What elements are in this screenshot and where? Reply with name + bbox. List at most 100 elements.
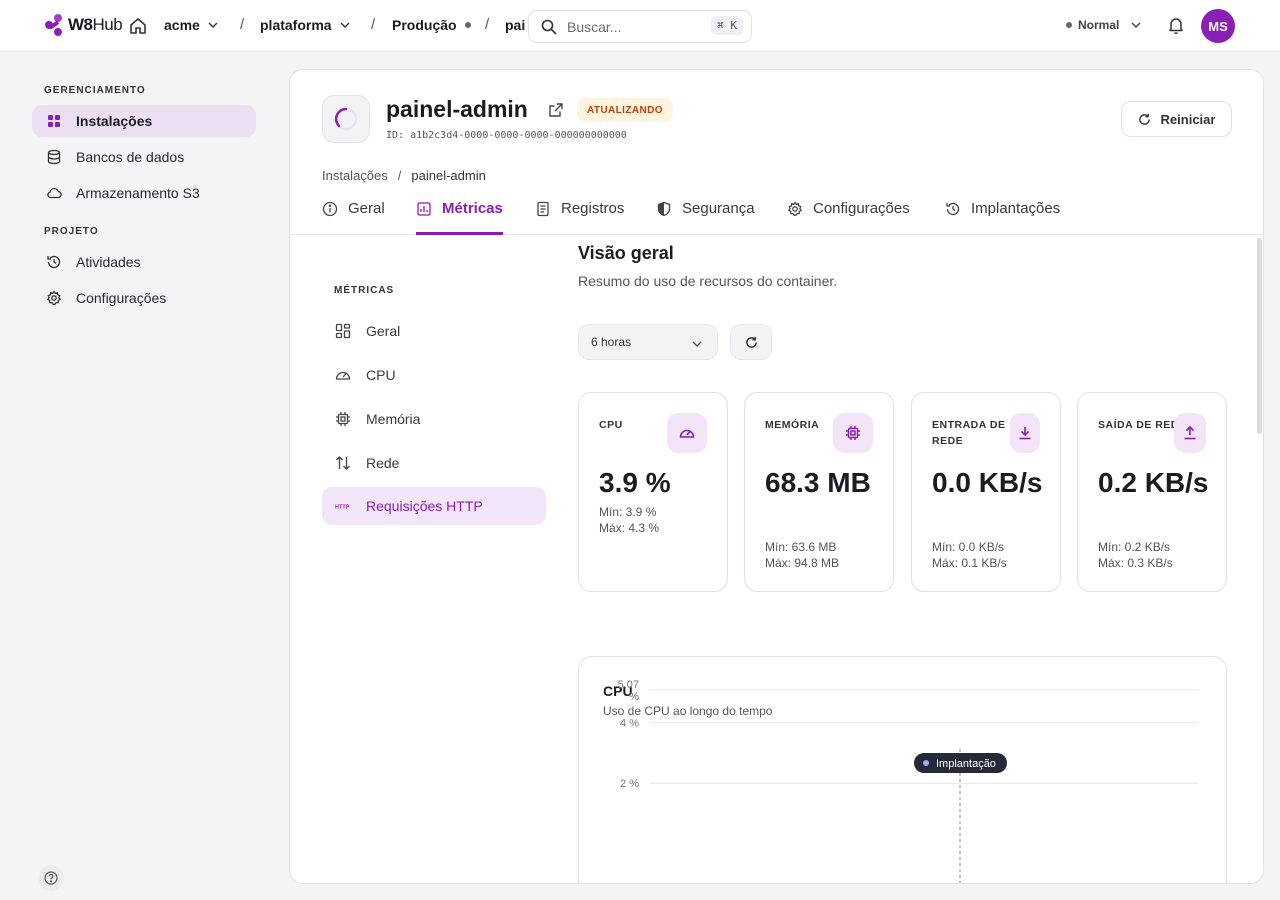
subnav-item-http[interactable]: HTTP Requisições HTTP [322, 487, 546, 525]
tab-label: Geral [348, 200, 385, 217]
search-shortcut: ⌘ K [711, 16, 743, 35]
breadcrumb-app[interactable]: pai [505, 17, 526, 33]
refresh-button[interactable] [730, 324, 772, 360]
metric-min: Mín: 3.9 % [599, 505, 657, 519]
scrollbar[interactable] [1257, 238, 1262, 434]
metric-max: Máx: 0.3 KB/s [1098, 556, 1173, 570]
tab-deployments[interactable]: Implantações [945, 200, 1060, 235]
metric-icon-badge [1174, 413, 1206, 453]
tab-security[interactable]: Segurança [656, 200, 755, 235]
breadcrumb-separator: / [371, 16, 376, 33]
subnav-item-overview[interactable]: Geral [322, 312, 546, 350]
subnav-item-network[interactable]: Rede [322, 444, 546, 482]
logo-text: W8Hub [68, 15, 123, 34]
svg-text:HTTP: HTTP [335, 505, 350, 511]
subnav-item-cpu[interactable]: CPU [322, 356, 546, 394]
restart-button[interactable]: Reiniciar [1121, 101, 1232, 137]
database-icon [47, 149, 61, 165]
chart-icon [417, 202, 431, 216]
tab-bar: Geral Métricas Registros Segurança Confi… [290, 188, 1263, 235]
chart-title: CPU [603, 683, 633, 699]
search-input[interactable] [567, 18, 697, 35]
metric-min: Mín: 63.6 MB [765, 540, 837, 554]
bell-icon[interactable] [1166, 15, 1186, 35]
gear-icon [46, 290, 62, 306]
info-icon [322, 201, 338, 217]
sidebar-section-title: PROJETO [44, 226, 99, 237]
mode-label: Normal [1078, 18, 1120, 32]
page-title: painel-admin [386, 96, 528, 122]
sidebar-item-label: Bancos de dados [76, 149, 185, 165]
sidebar-item-settings[interactable]: Configurações [32, 282, 256, 314]
metric-card-network-in: ENTRADA DE REDE 0.0 KB/s Mín: 0.0 KB/s M… [911, 392, 1061, 592]
metric-min: Mín: 0.2 KB/s [1098, 540, 1171, 554]
deploy-marker-pill [914, 753, 1007, 773]
metric-card-network-out: SAÍDA DE REDE 0.2 KB/s Mín: 0.2 KB/s Máx… [1077, 392, 1227, 592]
breadcrumb-current: painel-admin [411, 168, 486, 183]
tab-logs[interactable]: Registros [535, 200, 624, 235]
section-subtitle: Resumo do uso de recursos do container. [578, 273, 838, 289]
external-link-icon[interactable] [548, 102, 564, 118]
download-icon [1019, 427, 1031, 440]
tab-overview[interactable]: Geral [322, 200, 385, 235]
logo[interactable]: W8Hub [44, 13, 123, 37]
avatar[interactable]: MS [1201, 9, 1235, 43]
subnav-item-label: Requisições HTTP [366, 498, 483, 514]
subnav-title: MÉTRICAS [334, 285, 395, 296]
subnav-item-label: Memória [366, 411, 421, 427]
grid-icon [48, 115, 60, 127]
y-tick-label: 5.07% [618, 679, 640, 703]
breadcrumb-env[interactable]: Produção [392, 17, 471, 33]
cloud-icon [47, 187, 62, 199]
search-box[interactable]: ⌘ K [528, 10, 752, 43]
time-range-select[interactable]: 6 horas [578, 324, 718, 360]
sidebar-item-label: Armazenamento S3 [76, 185, 200, 201]
sidebar-item-activities[interactable]: Atividades [32, 246, 256, 278]
breadcrumb-root[interactable]: Instalações [322, 168, 388, 183]
help-button[interactable] [38, 865, 64, 891]
sidebar-item-storage[interactable]: Armazenamento S3 [32, 177, 256, 209]
tab-label: Segurança [682, 200, 755, 217]
gear-icon [787, 201, 803, 217]
deploy-marker-label[interactable]: Implantação [914, 753, 1007, 773]
chip-icon [846, 426, 860, 440]
tab-label: Configurações [813, 200, 910, 217]
main-panel: painel-admin ATUALIZANDO ID: a1b2c3d4-00… [289, 69, 1264, 884]
tab-metrics[interactable]: Métricas [416, 200, 503, 235]
metric-value: 0.2 KB/s [1098, 467, 1209, 498]
metric-value: 3.9 % [599, 467, 671, 498]
search-icon [541, 19, 557, 35]
tab-label: Implantações [971, 200, 1061, 217]
metric-label: CPU [599, 419, 623, 431]
gauge-icon [335, 371, 351, 380]
sidebar-item-databases[interactable]: Bancos de dados [32, 141, 256, 173]
chart-subtitle: Uso de CPU ao longo do tempo [603, 704, 773, 718]
tab-settings[interactable]: Configurações [787, 200, 910, 235]
sidebar-section-title: GERENCIAMENTO [44, 85, 146, 96]
mode-dot [1066, 22, 1072, 28]
metric-card-memory: MEMÓRIA 68.3 MB Mín: 63.6 MB Máx: 94.8 M… [744, 392, 894, 592]
mode-selector[interactable]: Normal [1066, 18, 1141, 32]
y-tick-label: 2 % [620, 778, 639, 790]
deploy-marker-text: Implantação [936, 758, 996, 770]
breadcrumb-org[interactable]: acme [164, 17, 218, 33]
metric-min: Mín: 0.0 KB/s [932, 540, 1005, 554]
metric-max: Máx: 4.3 % [599, 521, 660, 535]
top-bar: W8Hub acme / plataforma / Produção / pai… [0, 0, 1280, 52]
breadcrumb-separator: / [397, 168, 402, 183]
home-icon[interactable] [128, 16, 148, 36]
tab-label: Registros [561, 200, 625, 217]
breadcrumb-project[interactable]: plataforma [260, 17, 350, 33]
chevron-down-icon [208, 22, 218, 28]
sidebar-item-installations[interactable]: Instalações [32, 105, 256, 137]
arrows-updown-icon [336, 456, 350, 470]
sidebar: GERENCIAMENTO Instalações Bancos de dado… [0, 52, 288, 900]
http-icon: HTTP [335, 505, 350, 511]
spinner-icon [334, 107, 358, 131]
subnav-item-memory[interactable]: Memória [322, 400, 546, 438]
breadcrumb-separator: / [485, 16, 490, 33]
subnav-item-label: CPU [366, 367, 396, 383]
y-tick-label: 4 % [620, 717, 639, 729]
restart-label: Reiniciar [1160, 111, 1216, 127]
refresh-icon [745, 336, 757, 348]
